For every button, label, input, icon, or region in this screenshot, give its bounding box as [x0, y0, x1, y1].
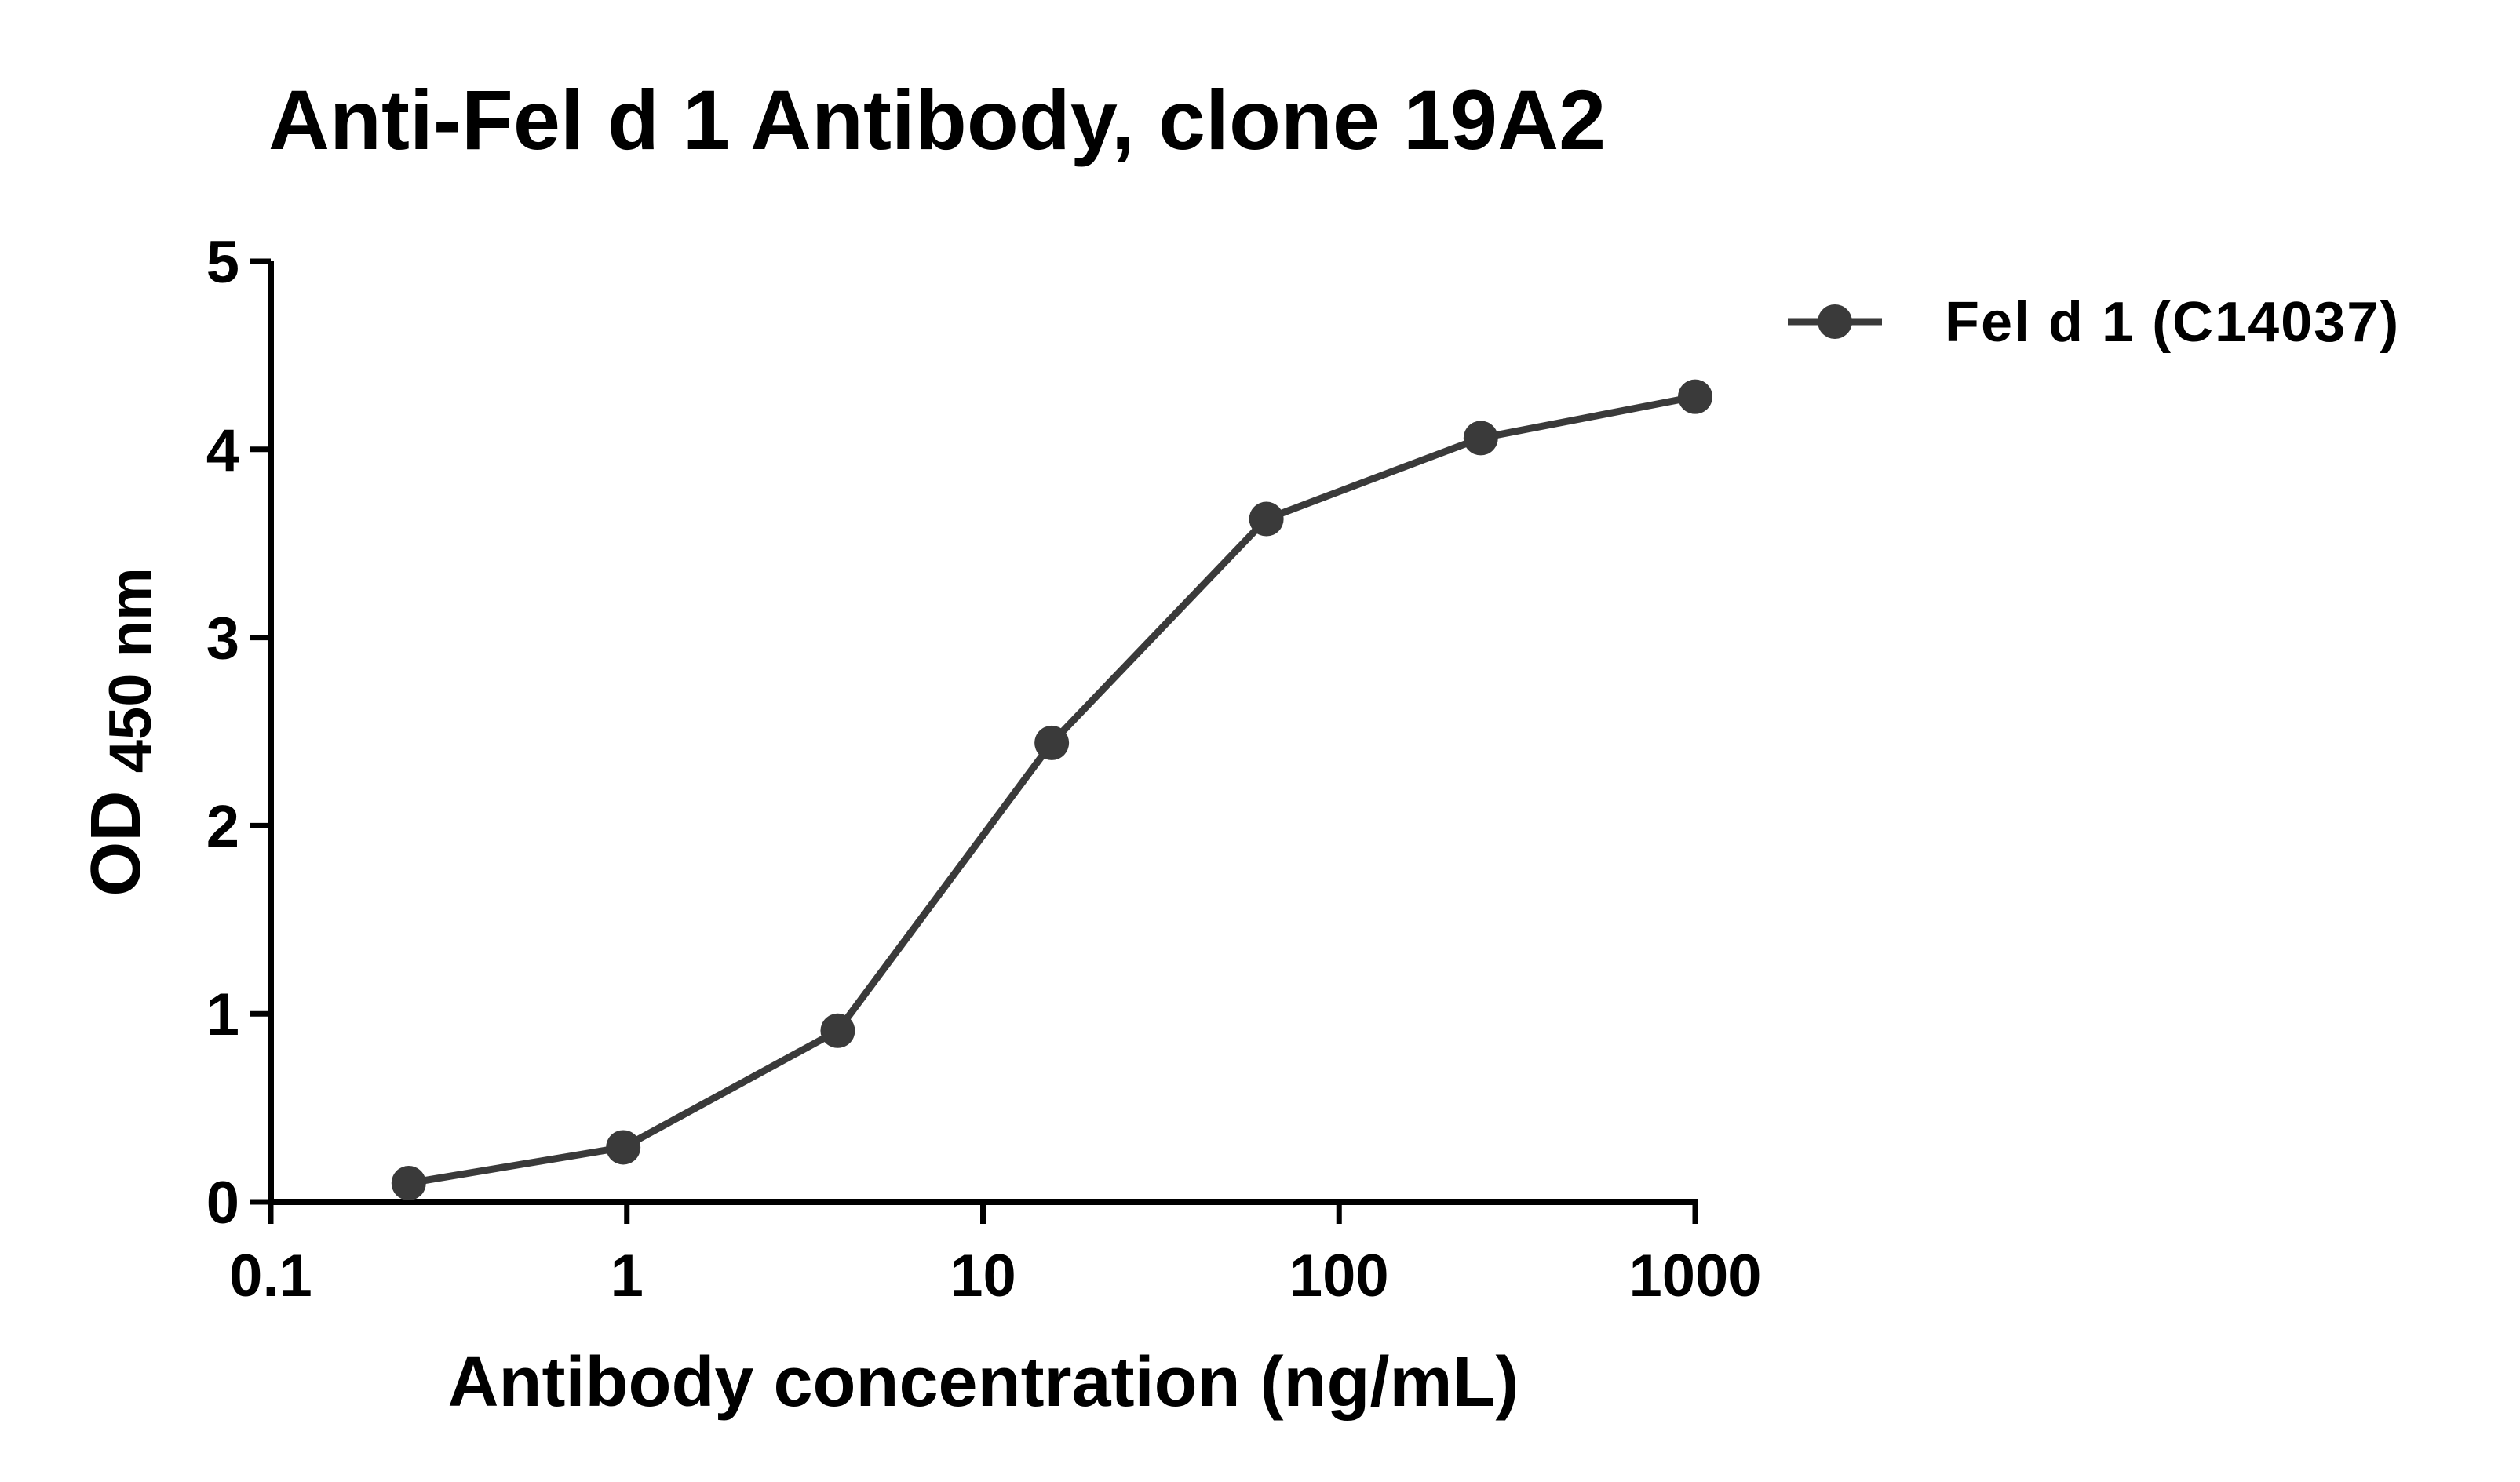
chart-title: Anti-Fel d 1 Antibody, clone 19A2: [268, 72, 1606, 167]
y-axis-title: OD 450 nm: [77, 567, 164, 896]
data-point: [1463, 421, 1498, 456]
legend-label: Fel d 1 (C14037): [1945, 291, 2400, 354]
data-point: [820, 1013, 855, 1048]
y-axis-ticks: 0 1 2 3 4 5: [206, 229, 271, 1236]
data-point: [1034, 725, 1070, 760]
y-axis-title-main: OD: [77, 791, 155, 897]
y-tick-label: 2: [206, 793, 239, 860]
y-tick-label: 0: [206, 1170, 239, 1236]
svg-text:OD 450 nm: OD 450 nm: [77, 567, 164, 896]
y-tick-label: 4: [206, 417, 239, 484]
y-tick-label: 1: [206, 981, 239, 1048]
legend-marker: [1818, 304, 1852, 339]
x-tick-label: 10: [950, 1243, 1016, 1309]
legend: Fel d 1 (C14037): [1788, 291, 2400, 354]
data-point: [1249, 501, 1284, 537]
x-axis-ticks: 0.1 1 10 100 1000: [229, 1202, 1762, 1309]
series-line: [408, 393, 1696, 1187]
x-tick-label: 0.1: [229, 1243, 312, 1309]
data-point: [1678, 379, 1712, 414]
y-tick-label: 3: [206, 606, 239, 672]
series-layer: [391, 379, 1712, 1201]
x-tick-label: 100: [1289, 1243, 1389, 1309]
y-tick-label: 5: [206, 229, 239, 296]
data-point: [391, 1166, 426, 1201]
plot-area: 0 1 2 3 4 5 0.1 1 10 100 1000: [206, 229, 1762, 1309]
x-tick-label: 1000: [1628, 1243, 1761, 1309]
x-tick-label: 1: [611, 1243, 644, 1309]
y-axis-title-subscript: 450 nm: [97, 567, 164, 773]
data-point: [606, 1130, 641, 1165]
x-axis-title: Antibody concentration (ng/mL): [448, 1343, 1519, 1422]
